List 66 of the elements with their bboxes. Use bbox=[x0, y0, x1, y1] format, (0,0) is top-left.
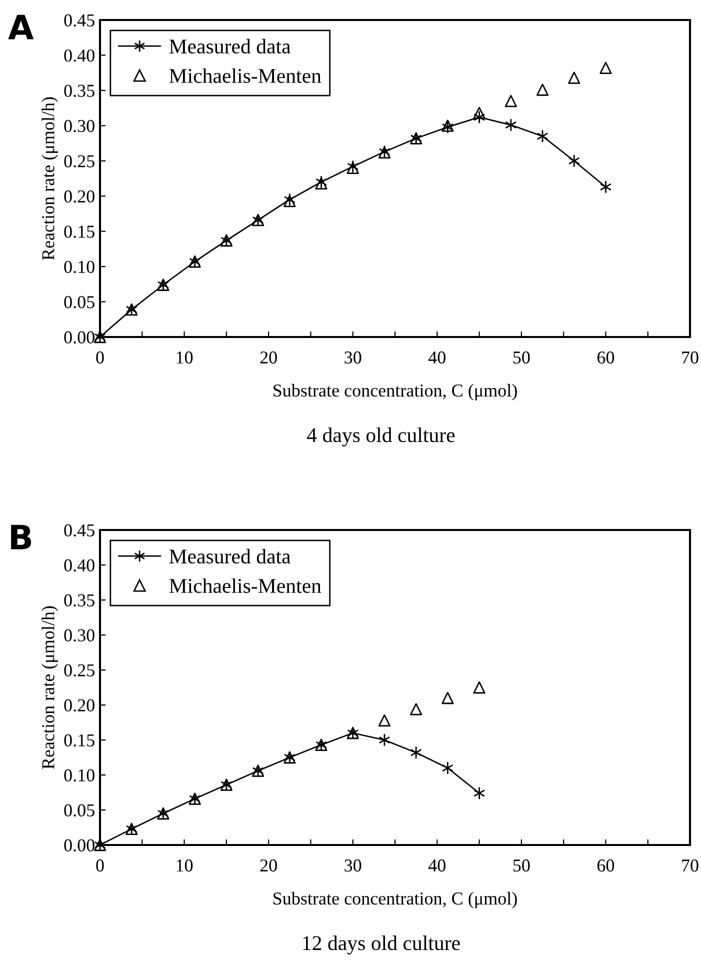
text: B bbox=[11, 524, 32, 550]
y-tick-label: 0.40 bbox=[64, 49, 94, 62]
x-axis-title: Substrate concentration, C (μmol) bbox=[274, 892, 517, 908]
point bbox=[474, 787, 485, 800]
y-tick-label: 0.30 bbox=[64, 629, 94, 642]
point bbox=[410, 746, 422, 759]
point bbox=[568, 154, 580, 167]
x-tick-label: 60 bbox=[597, 351, 614, 364]
x-tick-label: 60 bbox=[597, 859, 614, 872]
y-axis-title: Reaction rate (μmol/h) bbox=[42, 606, 58, 770]
point bbox=[537, 130, 548, 142]
x-tick-label: 40 bbox=[428, 351, 446, 364]
point bbox=[504, 94, 517, 108]
y-tick-label: 0.20 bbox=[64, 699, 94, 712]
y-tick-label: 0.20 bbox=[64, 190, 94, 203]
x-tick-label: 20 bbox=[260, 859, 277, 872]
y-tick-label: 0.00 bbox=[64, 839, 94, 852]
y-tick-label: 0.10 bbox=[64, 769, 94, 782]
text: 12 days old culture bbox=[303, 936, 460, 954]
y-tick-label: 0.10 bbox=[64, 260, 94, 274]
point bbox=[442, 692, 454, 704]
y-tick-label: 0.45 bbox=[64, 14, 94, 27]
y-tick-label: 0.15 bbox=[64, 226, 94, 238]
point bbox=[473, 681, 486, 694]
x-tick-label: 70 bbox=[682, 351, 698, 364]
y-tick-label: 0.45 bbox=[64, 524, 94, 537]
x-tick-label: 50 bbox=[513, 351, 530, 364]
point bbox=[379, 734, 390, 746]
x-tick-label: 10 bbox=[176, 859, 193, 872]
y-tick-label: 0.40 bbox=[64, 559, 94, 572]
x-axis-title: Substrate concentration, C (μmol) bbox=[274, 384, 517, 400]
legend-label: Michaelis-Menten bbox=[169, 68, 322, 83]
x-tick-label: 0 bbox=[96, 351, 104, 364]
point bbox=[378, 714, 391, 726]
point bbox=[536, 84, 549, 96]
x-tick-label: 50 bbox=[513, 859, 530, 872]
y-tick-label: 0.00 bbox=[64, 331, 94, 344]
y-tick-label: 0.25 bbox=[64, 155, 94, 168]
legend-label: Measured data bbox=[169, 548, 291, 564]
text: A bbox=[8, 14, 34, 40]
legend-label: Michaelis-Menten bbox=[169, 578, 322, 593]
point bbox=[568, 72, 580, 84]
y-tick-label: 0.15 bbox=[64, 734, 94, 747]
point bbox=[442, 762, 454, 774]
legend-label: Measured data bbox=[169, 38, 291, 54]
point bbox=[600, 62, 612, 74]
text: 4 days old culture bbox=[307, 428, 455, 446]
y-tick-label: 0.25 bbox=[64, 664, 94, 677]
x-tick-label: 30 bbox=[344, 351, 362, 364]
y-tick-label: 0.05 bbox=[64, 804, 94, 817]
point bbox=[474, 111, 485, 124]
y-tick-label: 0.30 bbox=[64, 120, 94, 132]
point bbox=[410, 703, 422, 716]
y-tick-label: 0.05 bbox=[64, 296, 94, 308]
x-tick-label: 40 bbox=[428, 859, 446, 872]
y-axis-title: Reaction rate (μmol/h) bbox=[42, 97, 58, 260]
x-tick-label: 30 bbox=[344, 859, 362, 872]
y-tick-label: 0.35 bbox=[64, 594, 94, 607]
x-tick-label: 10 bbox=[176, 351, 193, 364]
x-tick-label: 0 bbox=[96, 859, 104, 872]
point bbox=[506, 118, 516, 132]
x-tick-label: 70 bbox=[682, 859, 698, 872]
y-tick-label: 0.35 bbox=[64, 84, 94, 97]
x-tick-label: 20 bbox=[260, 351, 277, 364]
point bbox=[600, 180, 612, 194]
point bbox=[473, 106, 486, 120]
